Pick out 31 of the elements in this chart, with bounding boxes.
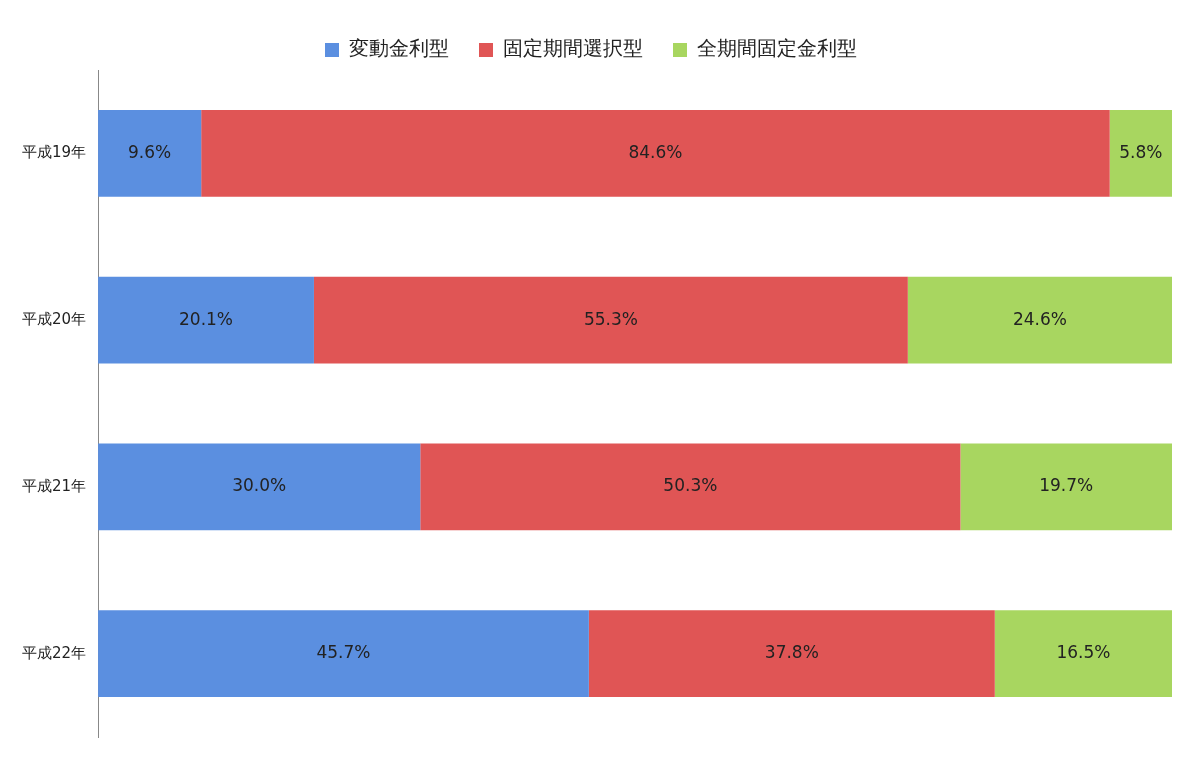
bar <box>98 110 202 197</box>
data-label: 5.8% <box>1119 141 1163 162</box>
legend-label: 変動金利型 <box>349 36 449 61</box>
bar <box>907 276 1172 364</box>
data-label: 50.3% <box>663 475 718 496</box>
bar <box>1109 110 1172 197</box>
bar <box>313 276 908 364</box>
bar <box>588 610 995 697</box>
y-tick-label: 平成20年 <box>21 310 87 329</box>
data-label: 24.6% <box>1012 308 1067 329</box>
data-label: 84.6% <box>628 141 683 162</box>
data-label: 30.0% <box>232 475 287 496</box>
data-label: 20.1% <box>179 308 234 329</box>
y-tick-label: 平成19年 <box>21 143 87 162</box>
bar <box>98 276 314 364</box>
bar <box>960 443 1172 531</box>
bar <box>994 610 1172 697</box>
data-label: 45.7% <box>316 642 371 663</box>
y-tick-label: 平成21年 <box>21 476 87 495</box>
bar <box>201 110 1110 197</box>
data-label: 37.8% <box>764 642 819 663</box>
bar <box>98 443 421 531</box>
y-tick-label: 平成22年 <box>21 643 87 662</box>
data-label: 9.6% <box>128 141 172 162</box>
bar <box>98 610 589 697</box>
data-label: 55.3% <box>583 308 638 329</box>
legend-label: 固定期間選択型 <box>503 36 643 61</box>
bar <box>420 443 961 531</box>
data-label: 19.7% <box>1039 475 1094 496</box>
data-label: 16.5% <box>1056 642 1111 663</box>
legend-label: 全期間固定金利型 <box>697 36 857 61</box>
